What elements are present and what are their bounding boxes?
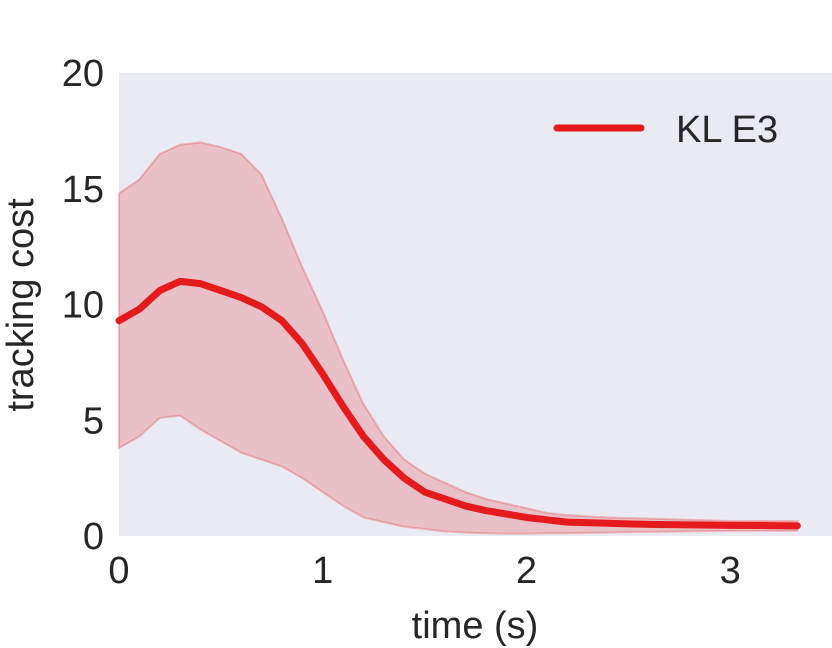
y-tick-labels: 0 5 10 15 20	[62, 53, 104, 558]
plot-area	[119, 73, 832, 536]
x-tick-label: 1	[312, 550, 333, 592]
y-tick-label: 15	[62, 169, 104, 211]
x-axis-label: time (s)	[412, 605, 539, 647]
x-tick-labels: 0 1 2 3	[108, 550, 740, 592]
legend: KL E3	[553, 109, 778, 151]
legend-label-kl-e3: KL E3	[676, 109, 778, 151]
series-lines	[115, 277, 801, 530]
confidence-bands	[118, 141, 799, 535]
confidence-band-0	[118, 141, 799, 535]
x-tick-label: 2	[516, 550, 537, 592]
y-tick-label: 20	[62, 53, 104, 95]
x-tick-label: 3	[720, 550, 741, 592]
y-axis-label: tracking cost	[0, 198, 42, 412]
x-tick-label: 0	[108, 550, 129, 592]
series-line-0	[115, 277, 801, 530]
y-tick-label: 5	[83, 400, 104, 442]
y-tick-label: 10	[62, 285, 104, 327]
y-tick-label: 0	[83, 516, 104, 558]
